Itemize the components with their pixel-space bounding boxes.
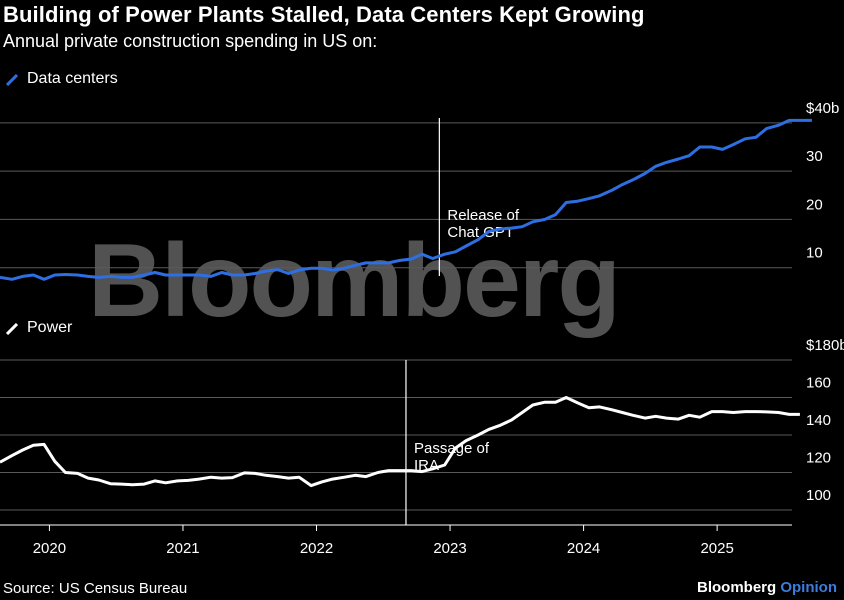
brand-logo: Bloomberg Opinion bbox=[697, 579, 837, 596]
brand-suffix: Opinion bbox=[780, 579, 837, 596]
annotation-label-power-0: Passage of bbox=[414, 440, 490, 457]
legend-label-power: Power bbox=[27, 319, 73, 336]
x-tick-label-2020: 2020 bbox=[33, 540, 66, 557]
x-tick-label-2024: 2024 bbox=[567, 540, 600, 557]
legend-swatch-power bbox=[5, 322, 19, 336]
source-note: Source: US Census Bureau bbox=[3, 580, 188, 597]
legend-swatch-data-centers bbox=[5, 73, 19, 87]
legend-label-data-centers: Data centers bbox=[27, 70, 118, 87]
legend-power: Power bbox=[5, 319, 73, 337]
brand-name: Bloomberg bbox=[697, 579, 777, 596]
y-tick-label-power-160: 160 bbox=[806, 375, 831, 392]
y-tick-label-dc-20: 20 bbox=[806, 196, 823, 213]
x-tick-label-2025: 2025 bbox=[700, 540, 733, 557]
legend-data-centers: Data centers bbox=[5, 70, 118, 88]
y-tick-label-dc-30: 30 bbox=[806, 148, 823, 165]
series-line-dc bbox=[0, 118, 812, 281]
x-tick-label-2021: 2021 bbox=[166, 540, 199, 557]
x-tick-label-2023: 2023 bbox=[433, 540, 466, 557]
x-tick-label-2022: 2022 bbox=[300, 540, 333, 557]
y-tick-label-power-120: 120 bbox=[806, 450, 831, 467]
annotation-label-dc-0: Release of bbox=[447, 207, 520, 224]
chart-subtitle: Annual private construction spending in … bbox=[3, 31, 378, 51]
chart-title: Building of Power Plants Stalled, Data C… bbox=[3, 2, 645, 27]
series-line-power bbox=[0, 396, 800, 488]
y-tick-label-dc-10: 10 bbox=[806, 245, 823, 262]
y-tick-label-dc-40: $40b bbox=[806, 100, 839, 117]
y-tick-label-power-180: $180b bbox=[806, 337, 844, 354]
y-tick-label-power-140: 140 bbox=[806, 412, 831, 429]
y-tick-label-power-100: 100 bbox=[806, 487, 831, 504]
